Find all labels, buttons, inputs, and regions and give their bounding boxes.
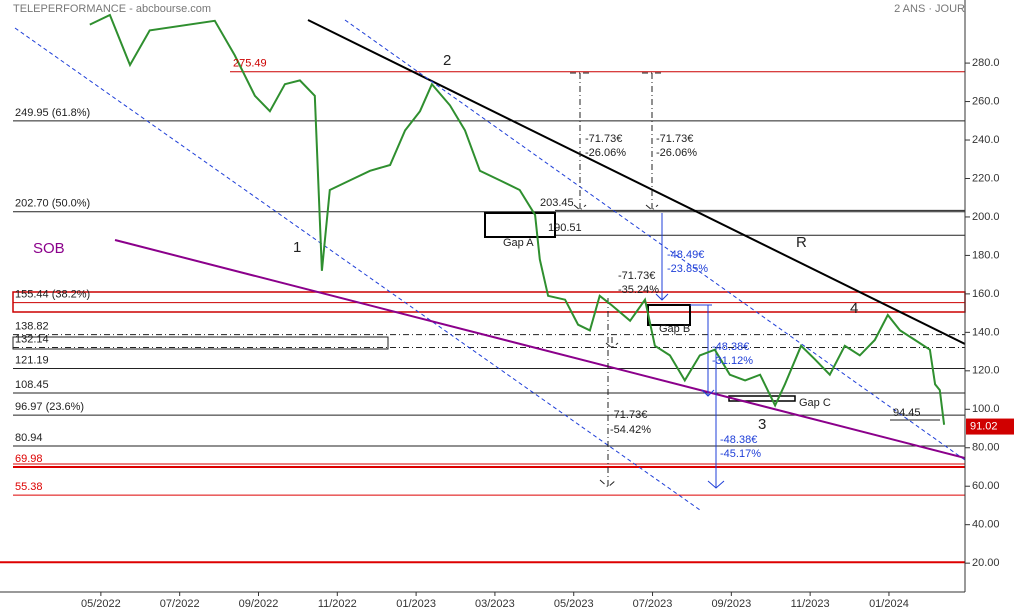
level-label: 80.94 xyxy=(15,432,43,444)
x-tick-label: 03/2023 xyxy=(475,598,515,610)
wave-label: 3 xyxy=(758,416,766,433)
sob-label: SOB xyxy=(33,240,65,257)
x-tick-label: 05/2023 xyxy=(554,598,594,610)
x-tick-label: 09/2023 xyxy=(711,598,751,610)
x-tick-label: 09/2022 xyxy=(239,598,279,610)
price-mark-label: 94.45 xyxy=(893,407,921,419)
level-label: 249.95 (61.8%) xyxy=(15,107,90,119)
price-line xyxy=(89,13,946,425)
last-price-box xyxy=(966,418,1014,435)
level-label: 121.19 xyxy=(15,354,49,366)
y-tick-label: 280.0 xyxy=(972,57,1000,69)
measure-label: -71.73€ xyxy=(585,133,622,145)
measure-arrow xyxy=(570,72,662,488)
y-tick-label: 60.00 xyxy=(972,480,1000,492)
measure-label: -71.73€ xyxy=(618,270,655,282)
zone-box xyxy=(12,336,389,350)
y-tick-label: 200.0 xyxy=(972,211,1000,223)
y-tick-label: 40.00 xyxy=(972,519,1000,531)
gap-label: Gap A xyxy=(503,237,534,249)
support-line xyxy=(114,239,965,459)
y-tick-label: 100.0 xyxy=(972,403,1000,415)
trend-line xyxy=(307,19,965,345)
wave-label: R xyxy=(796,234,807,251)
price-mark-label: 190.51 xyxy=(548,222,582,234)
y-tick-label: 20.00 xyxy=(972,557,1000,569)
gap-box xyxy=(484,212,556,238)
channel-line xyxy=(344,19,965,461)
y-tick-label: 120.0 xyxy=(972,365,1000,377)
x-tick-label: 11/2023 xyxy=(791,598,830,610)
level-label: 275.49 xyxy=(233,58,267,70)
y-tick-label: 260.0 xyxy=(972,95,1000,107)
measure-label: -48.38€ xyxy=(712,341,749,353)
measure-label: -48.49€ xyxy=(667,249,704,261)
wave-label: 4 xyxy=(850,300,858,317)
measure-label: -71.73€ xyxy=(656,133,693,145)
y-tick-label: 180.0 xyxy=(972,249,1000,261)
level-label: 202.70 (50.0%) xyxy=(15,198,90,210)
measure-label: -48.38€ xyxy=(720,434,757,446)
y-tick-label: 240.0 xyxy=(972,134,1000,146)
x-tick-label: 07/2023 xyxy=(633,598,673,610)
x-tick-label: 11/2022 xyxy=(318,598,357,610)
y-tick-label: 80.00 xyxy=(972,442,1000,454)
measure-label: -26.06% xyxy=(585,147,626,159)
price-mark-label: 203.45 xyxy=(540,197,574,209)
x-tick-label: 07/2022 xyxy=(160,598,200,610)
y-tick-label: 220.0 xyxy=(972,172,1000,184)
measure-label: -54.42% xyxy=(610,424,651,436)
level-label: 55.38 xyxy=(15,481,43,493)
chart-title: TELEPERFORMANCE - abcbourse.com xyxy=(13,3,211,15)
level-label: 108.45 xyxy=(15,379,49,391)
measure-label: -31.12% xyxy=(712,355,753,367)
wave-label: 1 xyxy=(293,239,301,256)
wave-label: 2 xyxy=(443,52,451,69)
x-tick-label: 05/2022 xyxy=(81,598,121,610)
level-label: 69.98 xyxy=(15,453,43,465)
measure-label: -45.17% xyxy=(720,448,761,460)
measure-arrow xyxy=(655,213,725,489)
gap-label: Gap C xyxy=(799,397,831,409)
chart-subtitle: 2 ANS · JOUR xyxy=(894,3,965,15)
measure-label: -26.06% xyxy=(656,147,697,159)
level-label: 96.97 (23.6%) xyxy=(15,401,84,413)
level-label: 132.14 xyxy=(15,333,49,345)
x-tick-label: 01/2023 xyxy=(396,598,436,610)
gap-label: Gap B xyxy=(659,323,690,335)
measure-label: -23.85% xyxy=(667,263,708,275)
level-label: 138.82 xyxy=(15,321,49,333)
level-label: 155.44 (38.2%) xyxy=(15,289,90,301)
measure-label: -71.73€ xyxy=(610,409,647,421)
y-tick-label: 160.0 xyxy=(972,288,1000,300)
y-tick-label: 140.0 xyxy=(972,326,1000,338)
x-tick-label: 01/2024 xyxy=(869,598,909,610)
last-price-label: 91.02 xyxy=(970,420,998,432)
measure-label: -35.24% xyxy=(618,284,659,296)
